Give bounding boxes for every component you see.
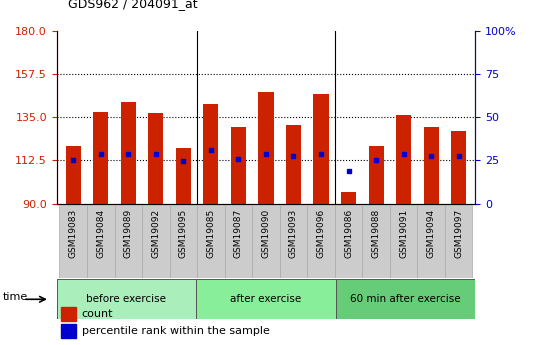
Bar: [451, 131, 466, 204]
Text: GSM19087: GSM19087: [234, 209, 243, 258]
Text: before exercise: before exercise: [86, 294, 166, 304]
Bar: [396, 115, 411, 204]
Text: GSM19092: GSM19092: [151, 209, 160, 258]
Bar: [196, 279, 336, 319]
Bar: [87, 205, 114, 278]
Bar: [362, 205, 390, 278]
Bar: [197, 205, 225, 278]
Text: after exercise: after exercise: [231, 294, 301, 304]
Bar: [66, 146, 81, 204]
Bar: [148, 114, 164, 204]
Bar: [286, 125, 301, 204]
Bar: [176, 148, 191, 204]
Bar: [368, 146, 383, 204]
Bar: [114, 205, 142, 278]
Bar: [307, 205, 335, 278]
Text: GSM19094: GSM19094: [427, 209, 436, 258]
Bar: [59, 205, 87, 278]
Bar: [390, 205, 417, 278]
Bar: [341, 192, 356, 204]
Text: GSM19095: GSM19095: [179, 209, 188, 258]
Text: GSM19093: GSM19093: [289, 209, 298, 258]
Text: 60 min after exercise: 60 min after exercise: [350, 294, 461, 304]
Text: GSM19096: GSM19096: [316, 209, 326, 258]
Bar: [335, 205, 362, 278]
Text: GSM19090: GSM19090: [261, 209, 271, 258]
Bar: [336, 279, 475, 319]
Text: GDS962 / 204091_at: GDS962 / 204091_at: [68, 0, 197, 10]
Text: time: time: [3, 292, 28, 302]
Bar: [231, 127, 246, 204]
Text: count: count: [82, 309, 113, 319]
Bar: [280, 205, 307, 278]
Bar: [142, 205, 170, 278]
Text: GSM19091: GSM19091: [399, 209, 408, 258]
Bar: [170, 205, 197, 278]
Bar: [61, 307, 76, 321]
Text: GSM19097: GSM19097: [454, 209, 463, 258]
Bar: [57, 279, 196, 319]
Bar: [423, 127, 438, 204]
Bar: [93, 111, 109, 204]
Text: GSM19085: GSM19085: [206, 209, 215, 258]
Text: GSM19086: GSM19086: [344, 209, 353, 258]
Bar: [204, 104, 219, 204]
Bar: [417, 205, 445, 278]
Text: percentile rank within the sample: percentile rank within the sample: [82, 326, 269, 336]
Bar: [258, 92, 274, 204]
Bar: [61, 324, 76, 338]
Text: GSM19083: GSM19083: [69, 209, 78, 258]
Bar: [313, 94, 328, 204]
Bar: [252, 205, 280, 278]
Bar: [121, 102, 136, 204]
Text: GSM19084: GSM19084: [96, 209, 105, 258]
Text: GSM19089: GSM19089: [124, 209, 133, 258]
Text: GSM19088: GSM19088: [372, 209, 381, 258]
Bar: [225, 205, 252, 278]
Bar: [445, 205, 472, 278]
